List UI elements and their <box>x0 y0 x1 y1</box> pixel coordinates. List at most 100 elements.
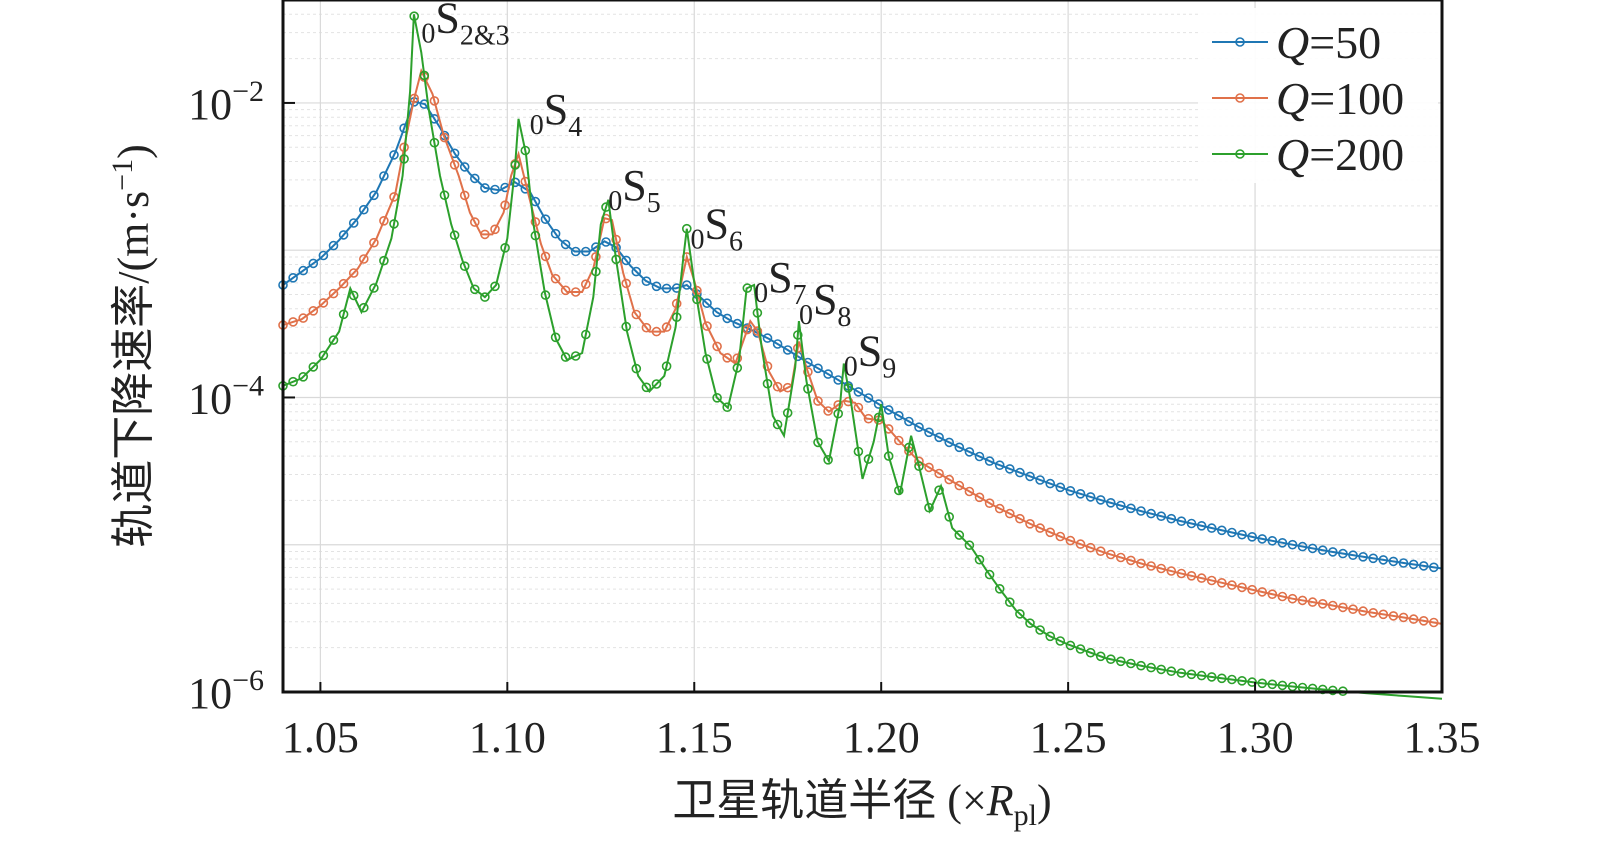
mode-label: 0S9 <box>844 326 896 384</box>
series-point <box>722 313 733 324</box>
series-point <box>813 363 823 374</box>
x-tick-label: 1.10 <box>469 713 546 762</box>
mode-label: 0S7 <box>754 253 806 311</box>
series-point <box>904 442 914 453</box>
series-point <box>1146 561 1156 571</box>
series-point <box>570 246 581 257</box>
series-point <box>1156 664 1166 675</box>
series-point <box>1186 669 1197 680</box>
series-point <box>1156 563 1166 574</box>
x-tick-label: 1.25 <box>1030 713 1107 762</box>
series-point <box>843 396 854 407</box>
series-point <box>661 283 672 294</box>
series-point <box>1025 471 1035 482</box>
series-point <box>379 171 389 181</box>
series-point <box>1206 523 1217 533</box>
series-point <box>348 290 359 301</box>
series-point <box>490 184 500 195</box>
series-point <box>328 335 339 345</box>
series-point <box>459 190 470 201</box>
series-point <box>702 321 712 331</box>
series-point <box>1004 508 1015 519</box>
legend-label: Q=50 <box>1276 17 1381 68</box>
series-point <box>762 378 773 389</box>
series-point <box>459 261 470 272</box>
series-point <box>1085 542 1096 553</box>
series-point <box>954 530 965 540</box>
series-point <box>1055 482 1066 493</box>
series-point <box>550 273 561 284</box>
mode-label: 0S8 <box>799 275 851 333</box>
series-point <box>1126 555 1136 566</box>
series-point <box>1287 539 1298 550</box>
series-point <box>480 229 490 240</box>
series-point <box>732 318 743 329</box>
series-point <box>591 266 601 277</box>
series-point <box>772 419 783 430</box>
series-point <box>1196 520 1207 531</box>
series-point <box>984 456 995 466</box>
series-point <box>1186 518 1197 529</box>
x-axis-ticks: 1.05 1.10 1.15 1.20 1.25 1.30 1.35 <box>282 682 1481 762</box>
series-point <box>833 408 844 419</box>
series-point <box>1065 485 1076 496</box>
series-point <box>1217 525 1227 536</box>
series-point <box>692 294 702 305</box>
series-point <box>1206 672 1217 682</box>
series-point <box>863 454 874 464</box>
y-tick-label: 10−4 <box>188 369 264 423</box>
series-point <box>308 362 319 372</box>
series-point <box>651 326 662 337</box>
series-point <box>338 230 349 240</box>
series-point <box>611 234 621 245</box>
series-point <box>681 223 692 234</box>
series-point <box>1378 555 1389 565</box>
series-point <box>1348 604 1358 615</box>
series-point <box>1247 677 1257 687</box>
series-point <box>883 451 894 461</box>
series-point <box>944 511 955 522</box>
series-point <box>1388 611 1399 621</box>
series-point <box>651 379 662 389</box>
series-point <box>288 272 298 283</box>
series-point <box>580 246 591 257</box>
series-point <box>843 383 854 393</box>
y-tick-label: 10−2 <box>188 75 264 129</box>
series-point <box>1247 584 1257 595</box>
series-point <box>1166 513 1177 524</box>
series-point <box>1106 549 1116 560</box>
series-point <box>1075 644 1086 654</box>
series-point <box>1277 537 1288 548</box>
series-point <box>439 132 450 143</box>
series-point <box>298 313 309 323</box>
series-point <box>1277 680 1288 691</box>
series-point <box>1348 550 1358 561</box>
series-point <box>974 554 985 565</box>
series-point <box>1227 527 1237 538</box>
series-point <box>1297 541 1308 552</box>
legend-item: Q=50 <box>1212 17 1381 68</box>
series-point <box>1358 606 1368 616</box>
series-point <box>1116 656 1126 667</box>
series-point <box>944 474 955 485</box>
series-point <box>540 290 551 300</box>
series-point <box>782 408 793 418</box>
series-point <box>873 412 884 423</box>
series-point <box>1025 518 1035 529</box>
series-point <box>1146 508 1156 519</box>
series-point <box>1136 558 1146 569</box>
series-point <box>308 305 319 316</box>
series-point <box>570 287 581 297</box>
series-point <box>792 330 803 340</box>
mode-label: 0S6 <box>691 200 743 258</box>
series-point <box>813 437 823 448</box>
series-point <box>934 485 944 496</box>
series-point <box>924 462 934 473</box>
series-point <box>914 461 924 472</box>
series-point <box>823 454 833 465</box>
series-point <box>863 413 874 424</box>
series-point <box>712 392 722 403</box>
series-point <box>449 160 460 170</box>
series-point <box>641 276 652 287</box>
series-point <box>550 228 561 239</box>
